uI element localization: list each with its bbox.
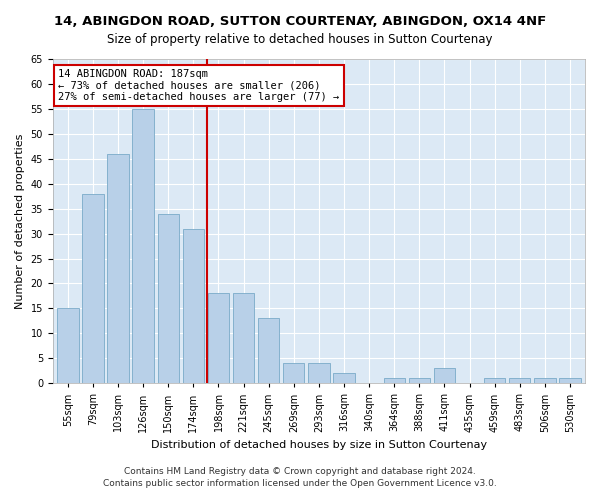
- Bar: [283, 364, 304, 384]
- Text: 14, ABINGDON ROAD, SUTTON COURTENAY, ABINGDON, OX14 4NF: 14, ABINGDON ROAD, SUTTON COURTENAY, ABI…: [54, 15, 546, 28]
- Bar: [107, 154, 129, 384]
- Bar: [509, 378, 530, 384]
- Bar: [308, 364, 329, 384]
- Bar: [334, 374, 355, 384]
- Text: Size of property relative to detached houses in Sutton Courtenay: Size of property relative to detached ho…: [107, 32, 493, 46]
- Bar: [484, 378, 505, 384]
- Bar: [258, 318, 280, 384]
- Bar: [57, 308, 79, 384]
- Bar: [133, 109, 154, 384]
- Bar: [409, 378, 430, 384]
- Y-axis label: Number of detached properties: Number of detached properties: [15, 134, 25, 309]
- Text: 14 ABINGDON ROAD: 187sqm
← 73% of detached houses are smaller (206)
27% of semi-: 14 ABINGDON ROAD: 187sqm ← 73% of detach…: [58, 68, 340, 102]
- Bar: [434, 368, 455, 384]
- X-axis label: Distribution of detached houses by size in Sutton Courtenay: Distribution of detached houses by size …: [151, 440, 487, 450]
- Bar: [383, 378, 405, 384]
- Text: Contains HM Land Registry data © Crown copyright and database right 2024.
Contai: Contains HM Land Registry data © Crown c…: [103, 466, 497, 487]
- Bar: [534, 378, 556, 384]
- Bar: [82, 194, 104, 384]
- Bar: [182, 228, 204, 384]
- Bar: [233, 294, 254, 384]
- Bar: [559, 378, 581, 384]
- Bar: [208, 294, 229, 384]
- Bar: [158, 214, 179, 384]
